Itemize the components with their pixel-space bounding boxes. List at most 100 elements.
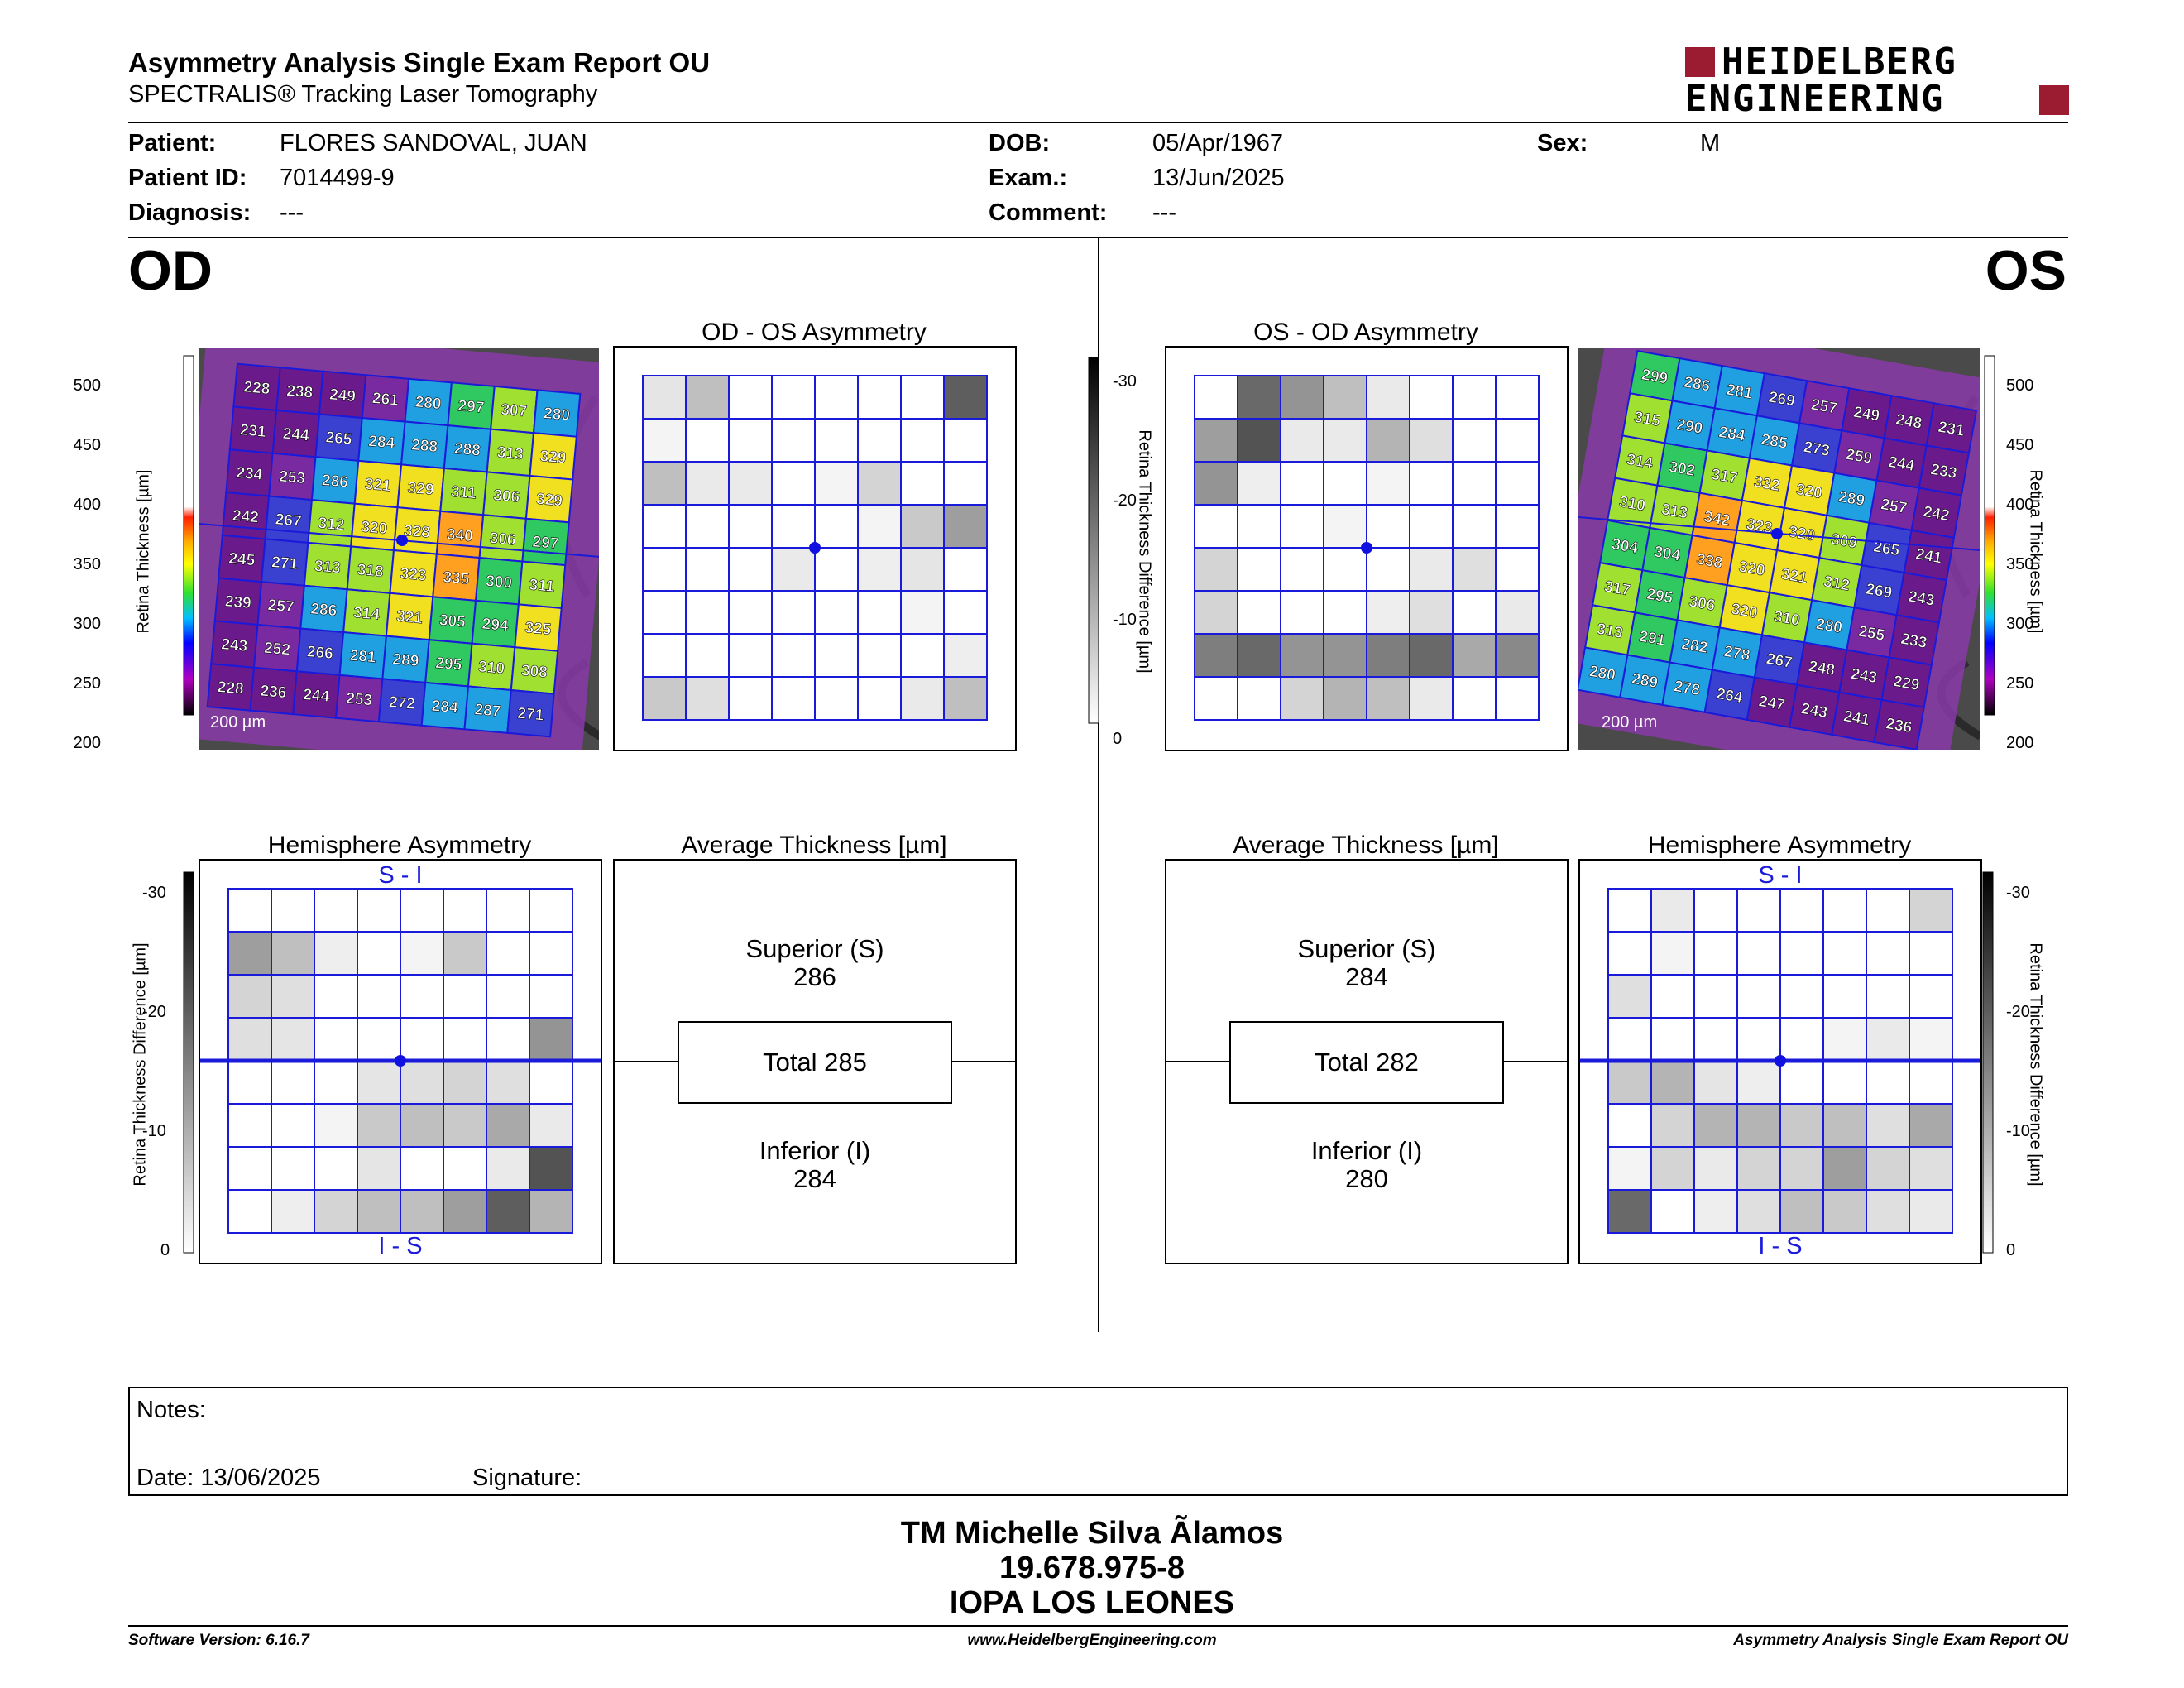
od-thickness-value: 340 (446, 526, 473, 546)
os-asym-cell (1452, 633, 1497, 678)
od-asym-cell (642, 418, 687, 463)
od-average-panel: Superior (S) 286 Total 285 Inferior (I) … (613, 859, 1017, 1264)
dob-label: DOB: (989, 130, 1051, 156)
od-asym-cell (857, 590, 902, 635)
od-thickness-value: 284 (368, 433, 396, 453)
od-hemi-cell (443, 1060, 487, 1105)
od-thickness-value: 297 (457, 397, 485, 417)
os-asym-cell (1194, 676, 1238, 721)
od-asym-cell (943, 547, 988, 592)
od-hemi-cell (400, 1017, 444, 1062)
od-hemi-cell (314, 974, 358, 1019)
od-hemi-cell (271, 1060, 315, 1105)
od-hemi-cell (271, 888, 315, 933)
od-thickness-cell (506, 688, 555, 738)
od-asym-cell (728, 590, 773, 635)
os-hemi-cell (1650, 1060, 1695, 1105)
os-asym-cell (1366, 590, 1410, 635)
os-hemi-cell (1909, 931, 1953, 976)
website-link[interactable]: www.HeidelbergEngineering.com (967, 1632, 1217, 1649)
od-hemi-title: Hemisphere Asymmetry (267, 832, 532, 859)
os-asymmetry-grid (1194, 375, 1540, 721)
od-asym-cell (857, 504, 902, 549)
od-asym-cell (685, 504, 730, 549)
od-thickness-value: 325 (524, 619, 553, 639)
od-hemi-diff-label: Retina Thickness Difference [µm] (131, 942, 150, 1187)
od-thickness-value: 321 (395, 608, 424, 628)
os-asym-cell (1323, 461, 1367, 506)
os-hemi-cell (1779, 1189, 1824, 1234)
os-thickness-cell (1873, 698, 1925, 750)
od-thickness-value: 306 (492, 487, 520, 506)
od-hemi-cell (486, 1189, 530, 1234)
od-thickness-value: 281 (349, 647, 377, 667)
os-hemi-cell (1693, 1060, 1738, 1105)
os-hemi-cell (1822, 931, 1867, 976)
od-asym-cell (814, 461, 859, 506)
os-hemi-cell (1607, 1146, 1652, 1191)
notes-box[interactable]: Notes: Date: 13/06/2025 Signature: (128, 1387, 2068, 1496)
od-thickness-value: 244 (303, 686, 331, 706)
comment-label: Comment: (989, 199, 1108, 226)
od-hemi-cell (228, 931, 272, 976)
report-title: Asymmetry Analysis Single Exam Report OU (128, 47, 711, 78)
od-asym-cell (771, 590, 816, 635)
od-thickness-value: 289 (392, 650, 419, 670)
od-hemi-cell (357, 1017, 401, 1062)
os-thickness-value: 248 (1894, 411, 1923, 433)
os-hemisphere-grid (1580, 888, 1980, 1234)
os-asym-cell (1280, 375, 1324, 420)
os-asym-cell (1495, 547, 1540, 592)
heidelberg-logo: HEIDELBERG ENGINEERING (1684, 44, 2071, 117)
od-hemi-cell (357, 1060, 401, 1105)
os-hemi-cell (1779, 1017, 1824, 1062)
os-hemi-cell (1650, 974, 1695, 1019)
od-thickness-value: 271 (517, 705, 545, 725)
od-hemi-cell (529, 974, 573, 1019)
os-hemi-diff-scale (1980, 870, 2004, 1259)
os-asym-cell (1495, 504, 1540, 549)
od-asym-cell (814, 418, 859, 463)
os-asym-cell (1495, 418, 1540, 463)
od-asym-cell (685, 633, 730, 678)
os-hemi-cell (1693, 974, 1738, 1019)
os-hemi-cell (1693, 1146, 1738, 1191)
od-thickness-value: 310 (477, 658, 505, 678)
exam-date: 13/Jun/2025 (1152, 165, 1285, 191)
od-fundus-image: 228 238 249 261 280 297 307 280 231 244 265 284 288 2… (199, 348, 599, 750)
os-avg-title: Average Thickness [µm] (1233, 832, 1499, 859)
od-thickness-value: 286 (321, 472, 348, 492)
os-hemi-cell (1650, 888, 1695, 933)
od-thickness-value: 245 (228, 550, 256, 570)
od-thickness-value: 329 (407, 479, 434, 499)
od-asym-cell (943, 676, 988, 721)
od-total: Total 285 (678, 1021, 952, 1104)
os-hemi-cell (1779, 1103, 1824, 1148)
os-thickness-value: 309 (1830, 530, 1859, 552)
center-diff-label: Retina Thickness Difference [µm] (1135, 429, 1154, 674)
od-asym-cell (900, 504, 945, 549)
os-asym-cell (1366, 547, 1410, 592)
os-hemi-cell (1822, 974, 1867, 1019)
od-asym-cell (900, 418, 945, 463)
od-thickness-value: 300 (485, 573, 512, 592)
os-asym-cell (1237, 375, 1281, 420)
od-asym-cell (685, 461, 730, 506)
os-asym-cell (1323, 547, 1367, 592)
os-asym-title: OS - OD Asymmetry (1253, 319, 1478, 346)
os-hemi-cell (1822, 888, 1867, 933)
od-thickness-value: 236 (260, 683, 287, 703)
os-hemi-cell (1909, 1017, 1953, 1062)
od-inferior-value: 284 (793, 1164, 836, 1193)
od-thickness-axis-label: Retina Thickness [µm] (134, 469, 153, 634)
od-thickness-value: 231 (239, 421, 267, 441)
od-thickness-value: 253 (278, 468, 305, 488)
od-asym-cell (814, 676, 859, 721)
signer-name: TM Michelle Silva Ãlamos (900, 1516, 1284, 1551)
os-thickness-value: 233 (1899, 631, 1928, 652)
od-hemi-bottom-label: I - S (378, 1233, 423, 1259)
os-thickness-value: 317 (1710, 466, 1739, 487)
od-asym-cell (814, 375, 859, 420)
os-asym-cell (1237, 547, 1281, 592)
os-hemi-cell (1866, 1146, 1910, 1191)
